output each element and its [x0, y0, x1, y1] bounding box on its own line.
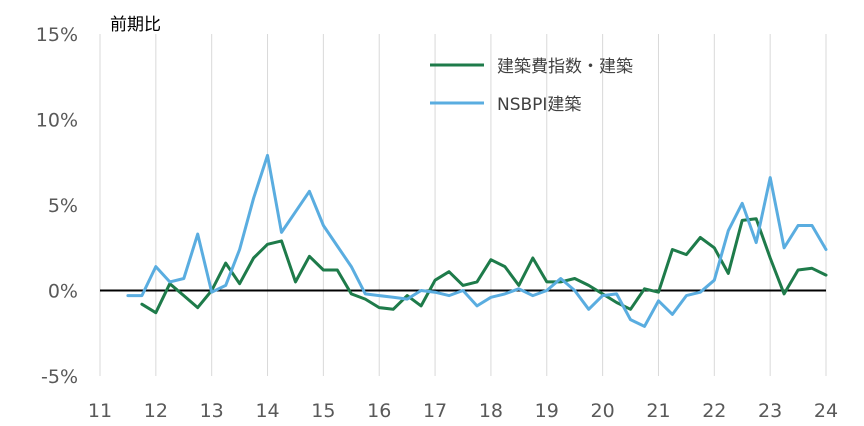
y-tick-label: 5%	[48, 195, 78, 217]
x-tick-label: 16	[367, 400, 391, 422]
x-tick-label: 18	[479, 400, 503, 422]
legend-label-construction-cost-index: 建築費指数・建築	[497, 57, 633, 77]
x-axis-tick-labels: 11 12 13 14 15 16 17 18 19 20 21 22 23 24	[88, 400, 838, 422]
legend-label-nsbpi: NSBPI建築	[497, 95, 581, 115]
x-tick-label: 21	[646, 400, 670, 422]
y-tick-label: 10%	[36, 110, 78, 132]
x-tick-label: 15	[311, 400, 335, 422]
x-tick-label: 22	[702, 400, 726, 422]
x-tick-label: 13	[200, 400, 224, 422]
series-lines	[126, 153, 828, 328]
x-tick-label: 19	[535, 400, 559, 422]
x-tick-label: 11	[88, 400, 112, 422]
y-tick-label: 15%	[36, 24, 78, 46]
x-tick-label: 24	[814, 400, 838, 422]
series-line-nsbpi	[126, 153, 828, 328]
x-tick-label: 12	[144, 400, 168, 422]
y-axis-unit-label: 前期比	[110, 15, 161, 35]
series-line-construction-cost-index	[140, 217, 828, 315]
y-tick-label: 0%	[48, 281, 78, 303]
x-tick-label: 14	[255, 400, 279, 422]
x-tick-label: 20	[591, 400, 615, 422]
legend: 建築費指数・建築 NSBPI建築	[430, 57, 633, 115]
y-axis-tick-labels: -5% 0% 5% 10% 15%	[36, 24, 78, 388]
legend-item-construction-cost-index: 建築費指数・建築	[430, 57, 633, 77]
vertical-gridlines	[155, 34, 827, 376]
x-tick-label: 23	[758, 400, 782, 422]
y-tick-label: -5%	[41, 366, 78, 388]
x-tick-label: 17	[423, 400, 447, 422]
legend-item-nsbpi: NSBPI建築	[430, 95, 581, 115]
